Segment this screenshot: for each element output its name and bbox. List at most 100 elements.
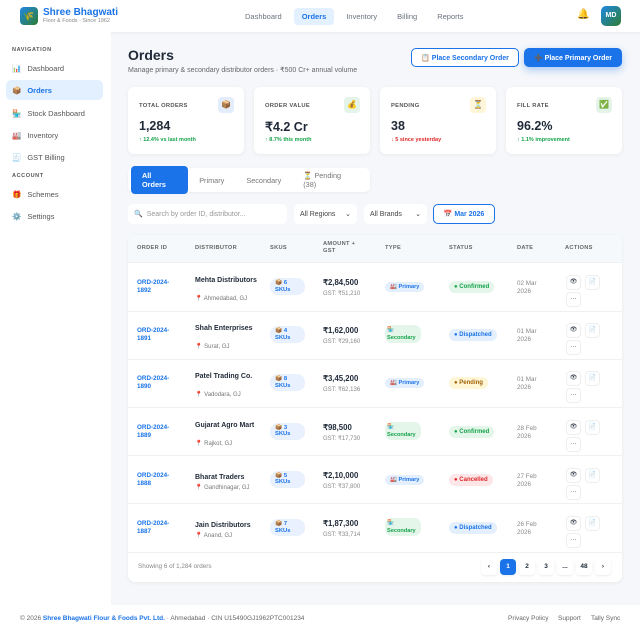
sidebar-item-label: Stock Dashboard [27,108,85,118]
table-row[interactable]: ORD-2024-1888 Bharat Traders 📍 Gandhinag… [128,456,622,505]
sku-badge: 📦 7 SKUs [270,519,305,536]
top-header: 🌾 Shree Bhagwati Floor & Foods · Since 1… [0,0,640,32]
more-icon[interactable]: ··· [566,533,581,548]
order-id-link[interactable]: ORD-2024-1889 [137,423,170,439]
document-icon[interactable]: 📄 [585,323,600,339]
stat-delta: ↑ 1.1% improvement [517,137,570,143]
stat-value: 38 [391,119,405,133]
sidebar-item-schemes[interactable]: 🎁 Schemes [6,184,103,204]
eye-icon[interactable]: 👁 [566,371,581,387]
nav-dashboard[interactable]: Dashboard [245,12,282,21]
stat-delta: ↓ 5 since yesterday [391,137,442,143]
nav-section-label: NAVIGATION [12,47,52,53]
order-amount: ₹1,62,000 [323,326,359,336]
showing-count: Showing 6 of 1,284 orders [138,563,212,570]
page-button[interactable]: ... [557,559,573,575]
table-row[interactable]: ORD-2024-1887 Jain Distributors 📍 Anand,… [128,504,622,553]
page-button[interactable]: 3 [538,559,554,575]
place-secondary-order-button[interactable]: 📋 Place Secondary Order [411,48,519,67]
col-actions: ACTIONS [565,245,593,251]
tab-all-orders[interactable]: All Orders [131,166,189,194]
sidebar-item-dashboard[interactable]: 📊 Dashboard [6,58,103,78]
page-footer: © 2026 Shree Bhagwati Flour & Foods Pvt.… [0,605,640,632]
eye-icon[interactable]: 👁 [566,275,581,290]
sidebar-item-label: Orders [27,85,52,95]
search-input[interactable]: 🔍 Search by order ID, distributor... [128,204,287,224]
document-icon[interactable]: 📄 [585,516,600,531]
company-link[interactable]: Shree Bhagwati Flour & Foods Pvt. Ltd. [42,615,165,622]
stat-icon: ✅ [596,97,612,113]
eye-icon[interactable]: 👁 [566,467,581,483]
document-icon[interactable]: 📄 [585,419,600,435]
stat-label: TOTAL ORDERS [139,103,188,109]
footer-privacy-link[interactable]: Privacy Policy [508,615,549,622]
page-button[interactable]: 2 [519,559,535,575]
order-id-link[interactable]: ORD-2024-1891 [137,327,170,343]
status-badge: ● Dispatched [449,522,497,534]
sidebar-item-orders[interactable]: 📦 Orders [6,80,103,100]
company-details: · Ahmedabad · CIN U15490GJ1962PTC001234 [166,615,305,622]
nav-inventory[interactable]: Inventory [346,12,378,21]
sku-badge: 📦 4 SKUs [270,326,305,344]
avatar[interactable]: MD [601,6,621,26]
order-amount: ₹1,87,300 [323,519,359,528]
stat-delta: ↑ 8.7% this month [265,137,312,143]
distributor-location: 📍 Vadodara, GJ [195,392,241,399]
top-nav: Dashboard Orders Inventory Billing Repor… [237,8,471,25]
document-icon[interactable]: 📄 [585,371,600,387]
tab-primary[interactable]: Primary [199,175,225,185]
page-subtitle: Manage primary & secondary distributor o… [128,67,358,74]
bell-icon[interactable]: 🔔 [577,9,590,20]
document-icon[interactable]: 📄 [585,275,600,290]
page-button[interactable]: ‹ [481,559,497,575]
page-button[interactable]: › [595,559,611,575]
sku-badge: 📦 6 SKUs [270,278,305,295]
sidebar: NAVIGATION 📊 Dashboard 📦 Orders 🏪 Stock Dashb… [0,32,111,605]
table-row[interactable]: ORD-2024-1890 Patel Trading Co. 📍 Vadoda… [128,359,622,408]
eye-icon[interactable]: 👁 [566,516,581,531]
order-date: 01 Mar 2026 [517,328,537,344]
order-id-link[interactable]: ORD-2024-1892 [137,279,170,294]
brand-select[interactable]: All Brands ⌄ [364,204,427,224]
table-row[interactable]: ORD-2024-1889 Gujarat Agro Mart 📍 Rajkot… [128,408,622,457]
order-id-link[interactable]: ORD-2024-1888 [137,471,170,487]
gst-amount: GST: ₹51,210 [323,291,361,297]
tab-pending[interactable]: ⏳ Pending (38) [303,171,342,189]
order-id-link[interactable]: ORD-2024-1887 [137,520,170,535]
date-filter-button[interactable]: 📅 Mar 2026 [433,204,495,224]
sidebar-item-gst-billing[interactable]: 🧾 GST Billing [6,147,103,167]
more-icon[interactable]: ··· [566,292,581,307]
document-icon[interactable]: 📄 [585,467,600,483]
nav-orders[interactable]: Orders [293,8,335,25]
distributor-name: Shah Enterprises [195,325,253,333]
distributor-name: Gujarat Agro Mart [195,421,255,429]
eye-icon[interactable]: 👁 [566,323,581,339]
sidebar-item-inventory[interactable]: 🏭 Inventory [6,125,103,145]
nav-reports[interactable]: Reports [437,12,464,21]
order-amount: ₹98,500 [323,422,352,432]
stat-label: ORDER VALUE [265,103,311,109]
more-icon[interactable]: ··· [566,436,581,452]
tab-secondary[interactable]: Secondary [246,175,282,185]
table-row[interactable]: ORD-2024-1892 Mehta Distributors 📍 Ahmed… [128,263,622,312]
footer-tally-link[interactable]: Tally Sync [591,615,621,622]
brand-name[interactable]: Shree Bhagwati [43,7,119,18]
more-icon[interactable]: ··· [566,484,581,500]
region-select[interactable]: All Regions ⌄ [294,204,357,224]
type-badge: 🏭 Primary [385,474,425,485]
search-placeholder: Search by order ID, distributor... [146,210,246,218]
sidebar-item-settings[interactable]: ⚙️ Settings [6,206,103,226]
eye-icon[interactable]: 👁 [566,419,581,435]
page-button[interactable]: 1 [500,559,516,575]
nav-billing[interactable]: Billing [397,12,418,21]
page-button[interactable]: 48 [576,559,592,575]
distributor-name: Patel Trading Co. [195,373,253,381]
place-primary-order-button[interactable]: ➕ Place Primary Order [524,48,622,67]
more-icon[interactable]: ··· [566,340,581,356]
order-amount: ₹3,45,200 [323,374,359,384]
more-icon[interactable]: ··· [566,388,581,404]
footer-support-link[interactable]: Support [558,615,581,622]
sidebar-item-stock-dashboard[interactable]: 🏪 Stock Dashboard [6,103,103,123]
table-row[interactable]: ORD-2024-1891 Shah Enterprises 📍 Surat, … [128,311,622,360]
order-id-link[interactable]: ORD-2024-1890 [137,375,170,391]
